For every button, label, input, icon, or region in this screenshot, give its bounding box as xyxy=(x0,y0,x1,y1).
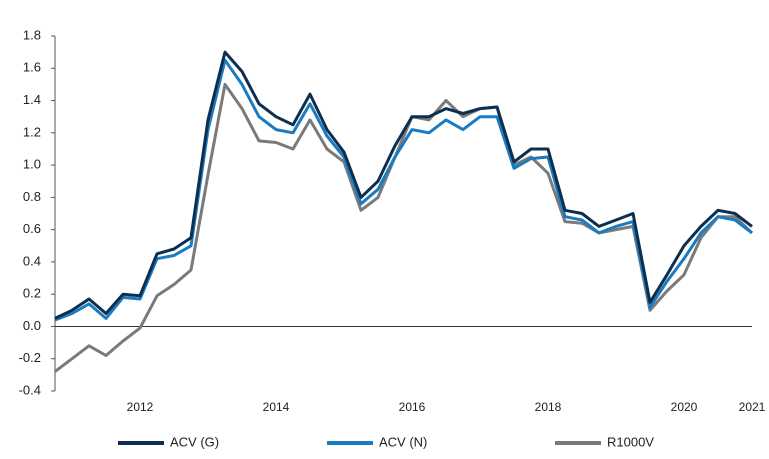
x-tick-label: 2014 xyxy=(263,400,290,414)
x-tick-label: 2018 xyxy=(535,400,562,414)
legend-label: R1000V xyxy=(607,434,654,449)
series-line xyxy=(54,82,754,373)
y-tick-label: 1.6 xyxy=(23,60,41,75)
y-tick-label: -0.2 xyxy=(19,350,41,365)
x-tick-label: 2020 xyxy=(671,400,698,414)
y-tick-label: 0.6 xyxy=(23,221,41,236)
y-tick-label: 0.0 xyxy=(23,318,41,333)
y-tick-label: 0.4 xyxy=(23,253,41,268)
legend-label: ACV (N) xyxy=(379,434,427,449)
y-tick-label: 1.0 xyxy=(23,157,41,172)
y-tick-label: 1.8 xyxy=(23,27,41,42)
x-tick-label: 2021 xyxy=(739,400,766,414)
y-tick-label: 0.2 xyxy=(23,286,41,301)
legend-label: ACV (G) xyxy=(170,434,219,449)
x-tick-label: 2012 xyxy=(127,400,154,414)
y-tick-label: 1.4 xyxy=(23,92,41,107)
y-tick-label: -0.4 xyxy=(19,382,41,397)
y-tick-label: 0.8 xyxy=(23,189,41,204)
x-tick-label: 2016 xyxy=(399,400,426,414)
series-line xyxy=(54,50,753,320)
y-tick-label: 1.2 xyxy=(23,124,41,139)
